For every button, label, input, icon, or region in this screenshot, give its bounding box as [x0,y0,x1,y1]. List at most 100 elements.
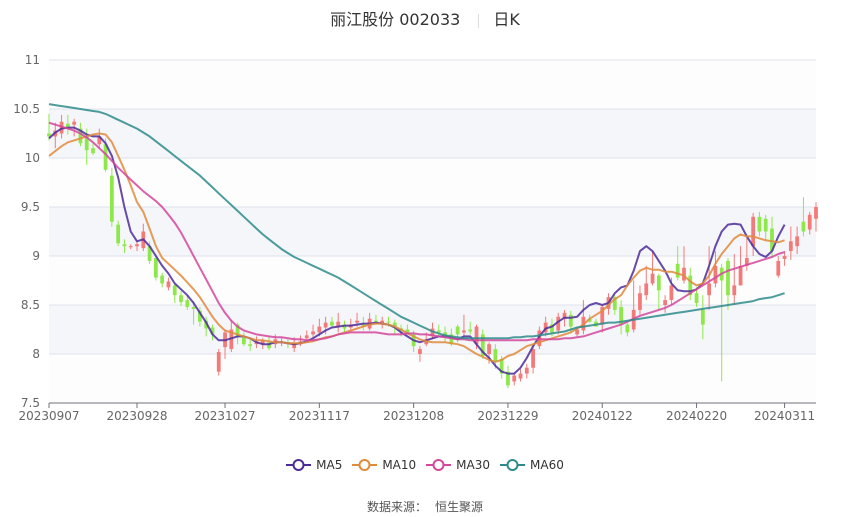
candle[interactable] [726,260,730,296]
candle[interactable] [91,148,95,154]
candle[interactable] [135,244,139,247]
candle[interactable] [166,281,171,288]
candle[interactable] [248,344,253,347]
candle[interactable] [172,285,177,296]
candle[interactable] [650,273,655,284]
candle[interactable] [235,324,240,337]
candle[interactable] [304,335,309,339]
candle[interactable] [587,318,592,322]
candle[interactable] [392,322,397,328]
candle[interactable] [468,329,473,332]
candle[interactable] [122,244,127,247]
candle[interactable] [153,257,158,278]
candle[interactable] [474,326,479,345]
candle[interactable] [499,358,504,374]
candle[interactable] [524,367,529,374]
candle[interactable] [487,344,491,354]
candle[interactable] [436,330,441,333]
candle[interactable] [405,329,410,333]
candle[interactable] [512,375,517,382]
candle[interactable] [612,297,617,310]
candle[interactable] [147,246,152,261]
candle[interactable] [418,349,422,354]
candle[interactable] [462,330,466,333]
candle[interactable] [694,293,699,304]
candle[interactable] [386,321,391,323]
candle[interactable] [814,207,818,219]
candle[interactable] [700,309,705,325]
legend-item-ma5[interactable]: MA5 [286,458,342,472]
candle[interactable] [713,265,718,284]
candle[interactable] [355,320,359,323]
candle[interactable] [97,136,102,145]
candle[interactable] [197,310,202,322]
candle[interactable] [732,285,737,296]
candle[interactable] [216,352,221,372]
candle[interactable] [210,327,215,335]
candle[interactable] [311,331,315,335]
x-axis-tick-label: 20240122 [572,409,633,423]
legend-item-ma30[interactable]: MA30 [426,458,490,472]
x-axis-tick-label: 20240311 [754,409,815,423]
candle[interactable] [84,136,89,151]
candle[interactable] [109,175,114,222]
candle[interactable] [116,224,121,244]
candle[interactable] [744,257,749,266]
candle[interactable] [556,316,561,331]
candle[interactable] [782,256,787,259]
candle[interactable] [757,216,762,232]
candle[interactable] [795,236,800,247]
candle[interactable] [336,321,341,327]
candle[interactable] [47,133,51,137]
candle[interactable] [128,246,133,248]
legend-item-ma60[interactable]: MA60 [500,458,564,472]
candle[interactable] [562,312,567,319]
candle[interactable] [776,260,781,276]
candle[interactable] [638,293,642,310]
candle[interactable] [191,306,196,309]
candle[interactable] [619,306,623,325]
candle[interactable] [644,283,649,296]
candle[interactable] [738,265,743,286]
candle[interactable] [78,128,83,144]
candle[interactable] [317,326,322,333]
candle[interactable] [480,334,485,356]
candlestick-chart[interactable]: 7.5 8 8.5 9 9.5 10 10.5 11 20230907 20230928 20231… [0,0,850,450]
legend-item-ma10[interactable]: MA10 [352,458,416,472]
candle[interactable] [323,322,328,328]
candle[interactable] [807,214,812,230]
candle[interactable] [242,337,246,345]
candle[interactable] [669,285,674,301]
candle[interactable] [600,306,605,325]
candle[interactable] [506,371,510,386]
candle[interactable] [374,320,378,322]
candle[interactable] [788,241,793,252]
candle[interactable] [550,324,554,333]
candle[interactable] [455,326,460,335]
candle[interactable] [292,343,297,349]
candle[interactable] [531,349,535,368]
candle[interactable] [801,221,806,232]
candle[interactable] [656,275,661,291]
candle[interactable] [72,121,77,125]
candle[interactable] [763,218,768,232]
candle[interactable] [65,123,70,129]
candle[interactable] [625,324,630,333]
candle[interactable] [707,283,712,296]
candle[interactable] [518,373,523,379]
candle[interactable] [770,228,774,252]
candle[interactable] [682,267,686,281]
candle[interactable] [493,349,498,362]
candle[interactable] [568,314,573,327]
candle[interactable] [663,300,668,305]
candle[interactable] [185,300,190,307]
candle[interactable] [179,295,183,303]
candle[interactable] [675,263,680,278]
candle[interactable] [688,275,693,296]
candle[interactable] [751,216,756,247]
candle[interactable] [160,275,165,284]
candle[interactable] [260,340,265,345]
candle[interactable] [103,144,108,170]
candle[interactable] [575,329,579,335]
candle[interactable] [330,321,334,326]
